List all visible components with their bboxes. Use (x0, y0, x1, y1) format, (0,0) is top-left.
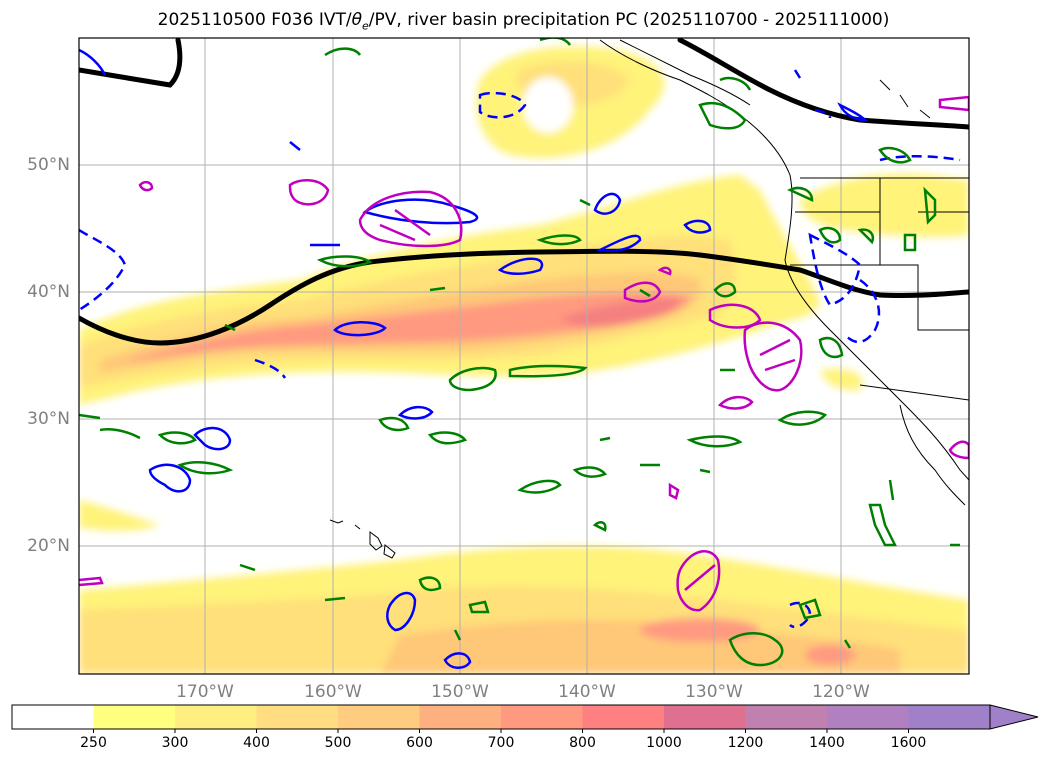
colorbar-tick-label: 500 (324, 735, 352, 751)
title-theta-sub: e (362, 19, 369, 33)
title-theta: θ (351, 10, 362, 30)
colorbar (11, 704, 1039, 733)
coastline (329, 39, 969, 559)
colorbar-segment (582, 705, 665, 729)
colorbar-tick-label: 400 (243, 735, 270, 751)
colorbar-segment (908, 705, 991, 729)
colorbar-extend-arrow (989, 704, 1039, 730)
ivt-shading (79, 46, 969, 674)
theta-e-contours (79, 48, 961, 669)
precip-contours (79, 38, 960, 667)
colorbar-segment (256, 705, 339, 729)
colorbar-segment (419, 705, 502, 729)
lat-label-30: 30°N (27, 409, 70, 429)
pv-contours (79, 95, 969, 612)
colorbar-tick-label: 600 (406, 735, 433, 751)
colorbar-tick-label: 300 (161, 735, 189, 751)
colorbar-tick-label: 250 (80, 735, 107, 751)
colorbar-tick-label: 1200 (727, 735, 764, 751)
map-frame (78, 37, 970, 675)
lat-label-50: 50°N (27, 155, 70, 175)
lon-label-150w: 150°W (431, 682, 489, 702)
lon-label-120w: 120°W (812, 682, 870, 702)
colorbar-tick-label: 1000 (646, 735, 682, 751)
colorbar-segment (12, 705, 94, 729)
lon-label-130w: 130°W (685, 682, 743, 702)
colorbar-tick-label: 800 (569, 735, 596, 751)
colorbar-segment (827, 705, 909, 729)
colorbar-segment (93, 705, 176, 729)
colorbar-tick-label: 700 (487, 735, 515, 751)
colorbar-segment (501, 705, 583, 729)
colorbar-segment (175, 705, 257, 729)
colorbar-segment (338, 705, 420, 729)
colorbar-tick-label: 1600 (890, 735, 927, 751)
figure-title: 2025110500 F036 IVT/θe/PV, river basin p… (0, 10, 1047, 32)
title-prefix: 2025110500 F036 IVT/ (157, 10, 352, 30)
lat-label-40: 40°N (27, 282, 70, 302)
colorbar-segment (664, 705, 746, 729)
lon-label-140w: 140°W (558, 682, 616, 702)
lon-label-170w: 170°W (176, 682, 234, 702)
title-suffix: /PV, river basin precipitation PC (20251… (368, 10, 890, 30)
colorbar-tick-label: 1400 (809, 735, 845, 751)
colorbar-segment (745, 705, 828, 729)
lon-label-160w: 160°W (304, 682, 362, 702)
lat-label-20: 20°N (27, 536, 70, 556)
